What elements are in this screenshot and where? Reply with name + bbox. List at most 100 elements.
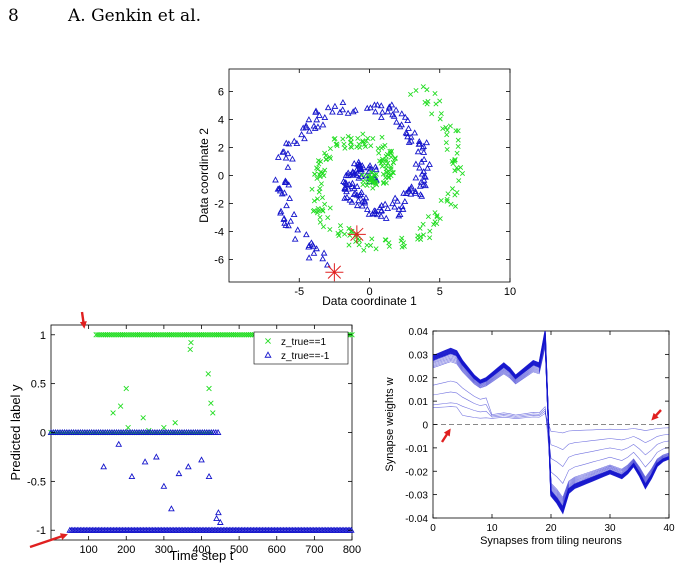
blue-triangle-point [331, 102, 339, 109]
blue-triangle-point [321, 114, 329, 121]
running-header: 8 A. Genkin et al. [8, 6, 201, 26]
blue-triangle-point [302, 231, 310, 238]
blue-triangle-point [351, 169, 358, 177]
running-title: A. Genkin et al. [68, 6, 202, 26]
green-x-point [437, 116, 443, 122]
blue-triangle-point [290, 210, 298, 217]
blue-triangle-point [298, 131, 305, 138]
green-x-point [444, 127, 450, 133]
blue-triangle-point [272, 176, 279, 183]
green-x-point [140, 415, 146, 421]
blue-triangle-point [382, 214, 390, 221]
green-x-point [450, 161, 456, 167]
weights-ytick-label: 0.03 [409, 350, 429, 361]
green-x-point [386, 243, 392, 249]
green-x-point [327, 146, 333, 152]
green-x-point [369, 179, 375, 185]
green-x-point [390, 159, 396, 165]
green-x-point [382, 142, 388, 148]
green-x-point [379, 163, 385, 169]
blue-triangle-point [402, 189, 410, 196]
blue-triangle-point [289, 155, 296, 162]
blue-triangle-point [396, 210, 404, 217]
spiral-ytick-label: 6 [218, 86, 224, 98]
green-x-point [361, 247, 367, 253]
blue-triangle-point [357, 173, 365, 180]
green-x-point [398, 238, 404, 244]
blue-triangle-point [324, 261, 331, 268]
pred-ytick-label: 0 [40, 428, 46, 440]
blue-triangle-point [422, 173, 429, 180]
green-x-point [327, 155, 333, 161]
green-x-point [210, 410, 216, 416]
blue-triangle-point [393, 118, 400, 125]
green-x-point [455, 143, 461, 149]
green-x-point [383, 159, 389, 165]
green-x-point [420, 84, 426, 90]
green-x-point [452, 158, 458, 164]
pred-ytick-label: -0.5 [27, 476, 46, 488]
pred-arrow-bottom [29, 533, 68, 549]
blue-triangle-point [115, 440, 123, 447]
green-x-point [443, 140, 449, 146]
green-x-point [383, 180, 389, 186]
green-x-point [323, 156, 329, 162]
weights-arrow-left-head [443, 428, 451, 437]
green-x-point [317, 214, 323, 220]
green-x-point [360, 182, 366, 188]
green-x-point [420, 232, 427, 238]
blue-triangle-point [392, 106, 400, 113]
green-x-point [425, 98, 431, 104]
green-x-point [336, 233, 342, 239]
green-x-point [429, 111, 435, 117]
green-x-point [325, 215, 331, 221]
blue-triangle-point [422, 182, 429, 189]
green-x-point [309, 186, 315, 192]
spiral-ytick-label: -6 [214, 255, 224, 267]
weights-xtick-label: 10 [486, 523, 498, 534]
blue-triangle-point [355, 174, 363, 181]
weight-curve [432, 391, 670, 468]
legend-blue-marker [264, 351, 272, 358]
green-x-point [345, 133, 351, 139]
green-x-point [388, 154, 394, 160]
weights-ylabel: Synapse weights w [384, 377, 396, 471]
weights-xtick-label: 0 [430, 523, 436, 534]
legend-entry-2: z_true==-1 [281, 351, 330, 362]
spiral-ytick-label: 0 [218, 171, 224, 183]
blue-triangle-point [319, 255, 327, 262]
green-x-point [448, 201, 454, 207]
blue-triangle-point [399, 205, 407, 212]
blue-triangle-point [274, 185, 282, 192]
blue-triangle-point [372, 166, 380, 173]
green-x-point [322, 201, 328, 207]
weights-ytick-label: -0.03 [405, 491, 428, 502]
green-x-point [452, 157, 458, 163]
blue-triangle-point [311, 124, 319, 131]
pred-ylabel: Predicted label y [8, 384, 23, 481]
green-x-point [444, 146, 450, 152]
pred-xtick-label: 500 [230, 544, 248, 556]
blue-triangle-point [363, 205, 371, 212]
green-x-point [417, 225, 423, 231]
green-x-point [388, 164, 394, 170]
blue-triangle-point [367, 104, 374, 111]
weight-curve [432, 402, 670, 451]
blue-triangle-point [355, 158, 363, 165]
green-x-point [321, 173, 327, 179]
blue-triangle-point [141, 458, 149, 465]
green-x-point [311, 198, 317, 204]
green-x-point [319, 195, 325, 201]
blue-triangle-point [418, 170, 426, 177]
blue-triangle-point [290, 137, 298, 144]
weights-ytick-label: 0.04 [409, 327, 429, 338]
green-x-point [365, 135, 371, 141]
blue-triangle-point [305, 116, 313, 123]
blue-triangle-point [353, 202, 361, 209]
green-x-point [447, 123, 453, 129]
blue-triangle-point [277, 209, 284, 216]
green-x-point [337, 223, 343, 229]
blue-triangle-point [293, 139, 301, 146]
blue-triangle-point [391, 203, 398, 210]
blue-triangle-point [374, 101, 381, 108]
